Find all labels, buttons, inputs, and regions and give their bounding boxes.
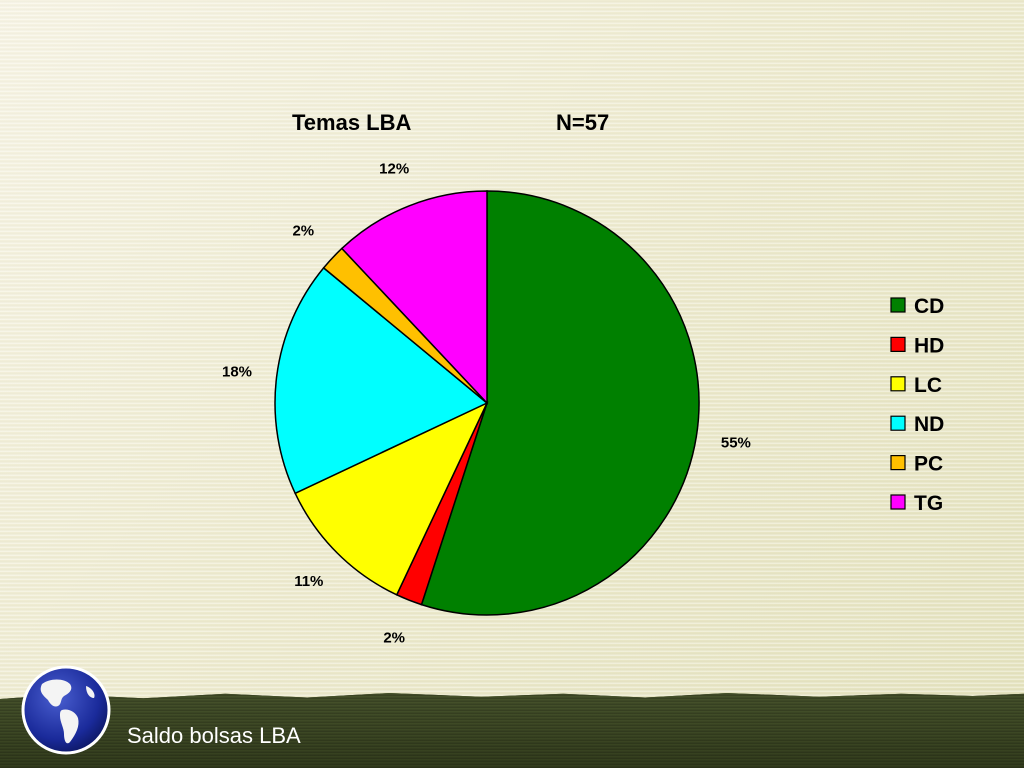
legend-swatch-tg — [890, 494, 906, 510]
legend-swatch-nd — [890, 415, 906, 431]
legend-swatch-hd — [890, 336, 906, 352]
chart-title: Temas LBA — [292, 110, 412, 135]
pie-slices — [274, 190, 700, 616]
legend-label-hd: HD — [914, 334, 944, 357]
globe-americas-icon — [21, 665, 111, 755]
footer-band — [0, 693, 1024, 768]
pie-slice-cd — [420, 190, 700, 616]
legend-swatch-lc — [890, 376, 906, 392]
legend-label-tg: TG — [914, 492, 943, 515]
legend-label-pc: PC — [914, 453, 943, 476]
pie-slice-tg — [340, 190, 488, 405]
data-label-tg: 12% — [379, 161, 409, 178]
legend-label-cd: CD — [914, 295, 944, 318]
data-label-hd: 2% — [383, 629, 405, 646]
data-label-cd: 55% — [721, 434, 751, 451]
footer-text: Saldo bolsas LBA — [127, 723, 301, 748]
pie-slice-nd — [274, 266, 489, 495]
pie-labels: 55% 2% 11% 18% 2% 12% — [222, 161, 751, 647]
legend-label-lc: LC — [914, 374, 942, 397]
data-label-nd: 18% — [222, 363, 252, 380]
data-label-lc: 11% — [294, 573, 323, 590]
legend-swatch-pc — [890, 455, 906, 471]
chart-subtitle: N=57 — [556, 110, 609, 135]
legend: CD HD LC ND PC TG — [890, 295, 944, 515]
pie-slice-lc — [294, 401, 489, 596]
legend-label-nd: ND — [914, 413, 944, 436]
data-label-pc: 2% — [292, 223, 314, 240]
legend-swatch-cd — [890, 297, 906, 313]
